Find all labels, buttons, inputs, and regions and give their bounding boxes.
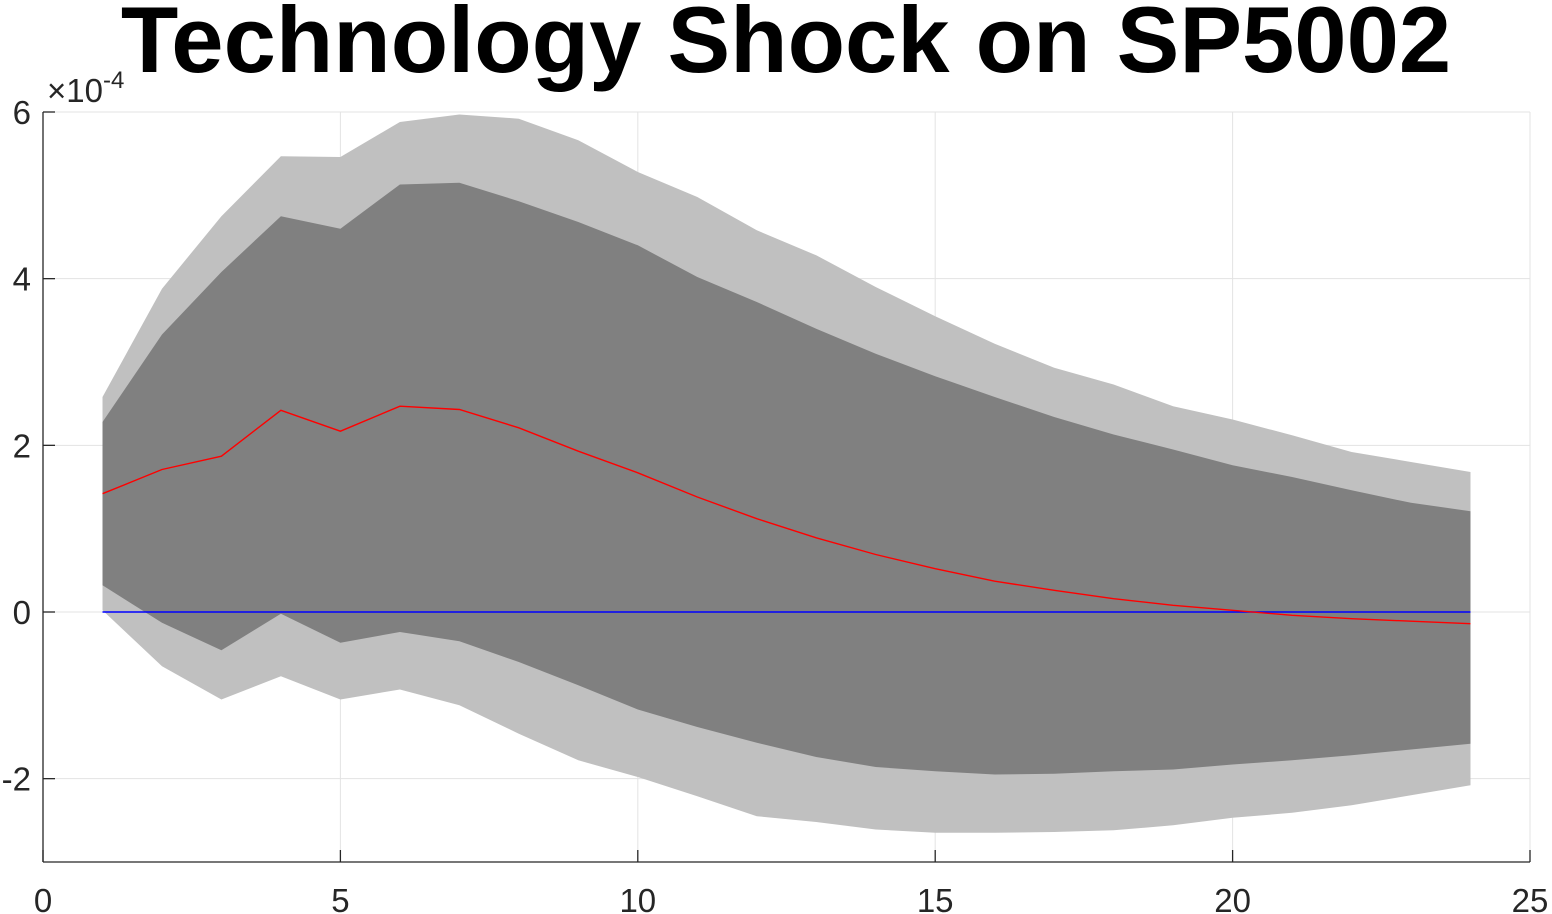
y-exponent-base: ×10 (47, 72, 103, 109)
median-response-line (102, 405, 1471, 625)
axes (42, 112, 1530, 863)
chart-title: Technology Shock on SP5002 (121, 0, 1451, 92)
x-tick-label: 5 (331, 882, 349, 914)
y-tick-label: 6 (13, 94, 31, 131)
lines (102, 405, 1471, 625)
y-tick-label: -2 (2, 761, 31, 798)
y-ticks: -2 0 2 4 6 (2, 94, 55, 798)
y-exponent-label: ×10-4 (47, 67, 124, 109)
y-exponent-power: -4 (103, 67, 124, 94)
x-tick-label: 20 (1214, 882, 1251, 914)
y-tick-label: 0 (13, 594, 31, 631)
x-ticks: 0 5 10 15 20 25 (34, 850, 1549, 914)
x-tick-label: 25 (1512, 882, 1549, 914)
inner-confidence-band (102, 182, 1471, 775)
x-tick-label: 10 (619, 882, 656, 914)
y-tick-label: 2 (13, 427, 31, 464)
x-tick-label: 15 (917, 882, 954, 914)
y-tick-label: 4 (13, 261, 31, 298)
bands (102, 114, 1471, 833)
x-tick-label: 0 (34, 882, 52, 914)
